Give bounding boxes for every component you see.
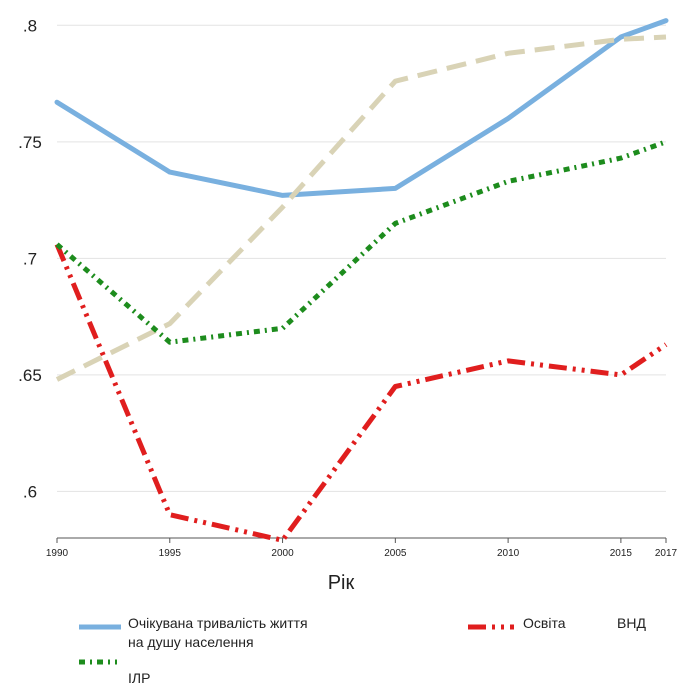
grid-lines: .6 .65 .7 .75 .8 bbox=[18, 16, 666, 501]
x-tick-label: 2015 bbox=[610, 548, 633, 559]
axes: 1990 1995 2000 2005 2010 2015 2017 bbox=[46, 537, 678, 559]
series-line-3 bbox=[55, 139, 667, 345]
x-tick-label: 1990 bbox=[46, 548, 69, 559]
legend-life-line2: на душу населення bbox=[128, 634, 254, 650]
series-lines bbox=[54, 18, 669, 543]
legend-label-life-expectancy: Очікувана тривалість життя на душу насел… bbox=[128, 614, 308, 652]
x-tick-label: 2000 bbox=[271, 548, 294, 559]
x-tick-label: 2017 bbox=[655, 548, 678, 559]
x-tick-label: 1995 bbox=[159, 548, 182, 559]
legend-label-gni: ВНД bbox=[617, 615, 646, 631]
y-tick-label: .65 bbox=[18, 366, 42, 385]
y-tick-label: .75 bbox=[18, 133, 42, 152]
x-tick-label: 2010 bbox=[497, 548, 520, 559]
y-tick-label: .8 bbox=[23, 16, 37, 35]
legend-swatches bbox=[79, 624, 514, 665]
legend-label-education: Освіта bbox=[523, 615, 566, 631]
legend-label-hdi: ІЛР bbox=[128, 670, 151, 686]
legend-life-line1: Очікувана тривалість життя bbox=[128, 615, 308, 631]
series-line-1 bbox=[54, 243, 668, 543]
series-line-2 bbox=[55, 34, 667, 382]
series-line-0 bbox=[54, 18, 669, 198]
x-tick-label: 2005 bbox=[384, 548, 407, 559]
y-tick-label: .6 bbox=[23, 482, 37, 501]
x-axis-title: Рік bbox=[328, 572, 355, 594]
y-tick-label: .7 bbox=[23, 249, 37, 268]
